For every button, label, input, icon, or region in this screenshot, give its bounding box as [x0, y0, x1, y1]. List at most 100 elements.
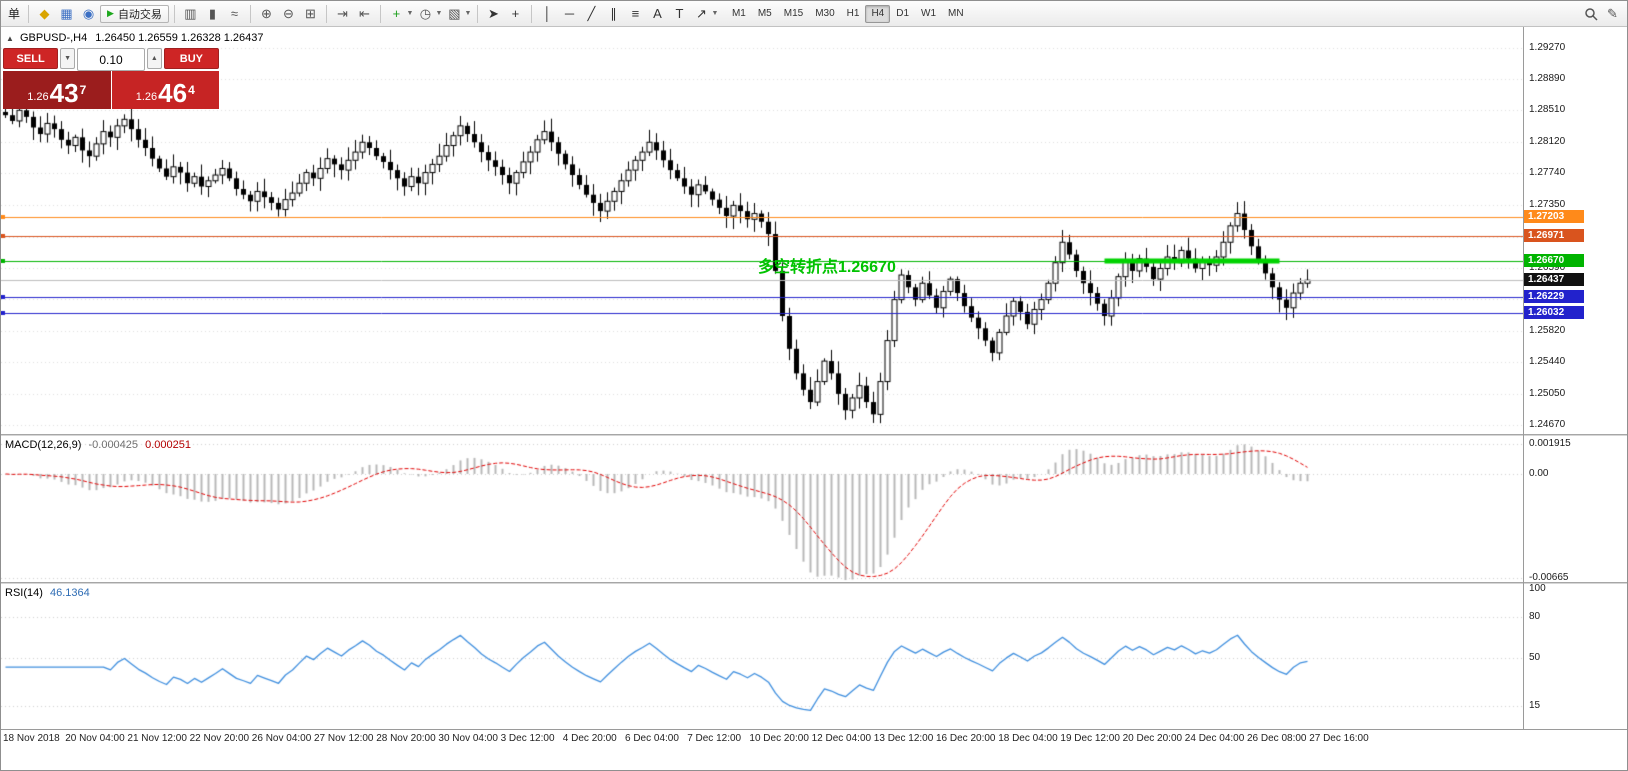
price-tick-label: 1.29270 — [1529, 42, 1566, 53]
collapse-arrow-icon[interactable]: ▲ — [6, 34, 14, 43]
main-chart-canvas[interactable] — [1, 27, 1523, 434]
toolbar-separator — [325, 4, 327, 23]
periods-dropdown-icon[interactable]: ▼ — [435, 10, 443, 17]
macd-indicator-label: MACD(12,26,9) -0.000425 0.000251 — [5, 439, 191, 451]
autotrading-button-label: 自动交易 — [117, 8, 162, 21]
macd-axis-label: -0.00665 — [1529, 571, 1569, 583]
search-icon[interactable] — [1580, 4, 1601, 24]
price-tag-1.26670: 1.26670 — [1524, 254, 1584, 268]
price-tick-label: 1.27740 — [1529, 167, 1566, 179]
price-tick-label: 1.28120 — [1529, 136, 1566, 148]
autotrading-icon: ▶ — [107, 8, 114, 18]
toolbar-separator — [249, 4, 251, 23]
trendline-icon[interactable]: ╱ — [587, 5, 596, 21]
line-chart-type-icon[interactable]: ≈ — [230, 6, 238, 21]
bar-chart-type-icon[interactable]: ▥ — [184, 5, 197, 21]
time-axis-label: 26 Dec 08:00 — [1247, 733, 1307, 744]
buy-price-display[interactable]: 1.26 46 4 — [111, 71, 219, 109]
sell-price-display[interactable]: 1.26 43 7 — [3, 71, 111, 109]
timeframe-H1[interactable]: H1 — [846, 7, 860, 19]
buy-button[interactable]: BUY — [163, 48, 219, 69]
cursor-icon[interactable]: ➤ — [487, 5, 499, 21]
rsi-indicator-label: RSI(14) 46.1364 — [5, 587, 90, 599]
macd-panel-canvas[interactable] — [1, 436, 1523, 582]
panel-splitter[interactable] — [1, 582, 1627, 584]
price-tick-label: 1.24670 — [1529, 419, 1566, 431]
time-axis-label: 20 Nov 04:00 — [65, 733, 125, 744]
time-axis-label: 27 Dec 16:00 — [1309, 733, 1369, 744]
time-axis-label: 20 Dec 20:00 — [1122, 733, 1183, 744]
time-axis-label: 30 Nov 04:00 — [438, 733, 498, 744]
time-axis: 18 Nov 2018 20 Nov 04:00 21 Nov 12:00 22 No… — [1, 729, 1627, 748]
text-label-icon[interactable]: T — [675, 6, 684, 21]
price-tick-label: 1.25820 — [1529, 324, 1566, 336]
sell-price-prefix: 1.26 — [27, 91, 49, 103]
time-axis-label: 3 Dec 12:00 — [500, 733, 555, 744]
new-chart-dropdown-icon[interactable]: ▼ — [406, 10, 414, 17]
price-tick-label: 1.25440 — [1529, 355, 1566, 367]
time-axis-label: 21 Nov 12:00 — [127, 733, 187, 744]
price-tick-label: 1.28890 — [1529, 73, 1566, 85]
navigator-icon[interactable]: ◉ — [82, 5, 95, 21]
sell-button[interactable]: SELL — [3, 48, 59, 69]
text-icon[interactable]: A — [653, 6, 662, 21]
panel-splitter[interactable] — [1, 434, 1627, 436]
arrows-icon[interactable]: ↗ — [695, 5, 707, 21]
buy-price-pip: 4 — [188, 83, 195, 97]
timeframe-D1[interactable]: D1 — [896, 7, 910, 19]
volume-input[interactable] — [77, 48, 145, 71]
timeframe-M30[interactable]: M30 — [815, 7, 835, 19]
new-chart-icon[interactable]: + — [392, 6, 401, 21]
vertical-line-icon[interactable]: │ — [543, 6, 552, 21]
macd-axis-label: 0.001915 — [1529, 438, 1571, 449]
horizontal-line-icon[interactable]: ─ — [564, 6, 575, 21]
orders-menu[interactable]: 单 — [8, 7, 21, 21]
time-axis-label: 18 Dec 04:00 — [998, 733, 1058, 744]
edit-icon[interactable]: ✎ — [1607, 5, 1618, 21]
timeframe-M15[interactable]: M15 — [783, 7, 804, 19]
rsi-panel-canvas[interactable] — [1, 584, 1523, 729]
time-axis-label: 7 Dec 12:00 — [687, 733, 742, 744]
time-axis-label: 27 Nov 12:00 — [314, 733, 374, 744]
buy-price-main: 46 — [158, 78, 188, 108]
candlestick-type-icon[interactable]: ▮ — [208, 5, 217, 21]
auto-scroll-icon[interactable]: ⇥ — [336, 5, 348, 21]
chart-annotation-text: 多空转折点1.26670 — [758, 259, 896, 276]
zoom-out-icon[interactable]: ⊖ — [282, 5, 294, 21]
equidistant-channel-icon[interactable]: ∥ — [610, 5, 617, 21]
timeframe-W1[interactable]: W1 — [921, 7, 937, 19]
fibonacci-icon[interactable]: ≡ — [631, 6, 640, 21]
chart-symbol-label: ▲ GBPUSD-,H4 1.26450 1.26559 1.26328 1.2… — [6, 32, 264, 44]
rsi-axis-label: 100 — [1529, 583, 1546, 594]
zoom-in-icon[interactable]: ⊕ — [260, 5, 272, 21]
price-axis-divider — [1523, 27, 1524, 747]
timeframe-M1[interactable]: M1 — [731, 7, 746, 19]
sell-price-main: 43 — [49, 78, 79, 108]
chart-shift-icon[interactable]: ⇤ — [358, 5, 370, 21]
templates-icon[interactable]: ▧ — [448, 5, 461, 21]
time-axis-label: 16 Dec 20:00 — [936, 733, 996, 744]
market-watch-icon[interactable]: ▦ — [60, 5, 73, 21]
new-order-icon[interactable]: ◆ — [39, 5, 50, 21]
rsi-axis-label: 80 — [1529, 610, 1541, 622]
periods-icon[interactable]: ◷ — [419, 5, 432, 21]
autotrading-button[interactable]: ▶ 自动交易 — [100, 4, 169, 23]
rsi-axis-label: 50 — [1529, 652, 1541, 663]
toolbar-separator — [379, 4, 381, 23]
timeframe-MN[interactable]: MN — [948, 7, 964, 19]
volume-up-button[interactable]: ▲ — [147, 48, 162, 69]
tile-windows-icon[interactable]: ⊞ — [304, 5, 316, 21]
price-tag-1.27203: 1.27203 — [1524, 210, 1584, 224]
price-tag-1.26229: 1.26229 — [1524, 290, 1584, 304]
templates-dropdown-icon[interactable]: ▼ — [464, 10, 472, 17]
crosshair-icon[interactable]: + — [511, 6, 520, 21]
arrows-dropdown-icon[interactable]: ▼ — [711, 10, 719, 17]
volume-down-button[interactable]: ▼ — [60, 48, 75, 69]
timeframe-M5[interactable]: M5 — [757, 7, 772, 19]
toolbar-separator — [530, 4, 532, 23]
toolbar-separator — [173, 4, 175, 23]
timeframe-H4[interactable]: H4 — [865, 4, 891, 23]
time-axis-label: 10 Dec 20:00 — [749, 733, 809, 744]
